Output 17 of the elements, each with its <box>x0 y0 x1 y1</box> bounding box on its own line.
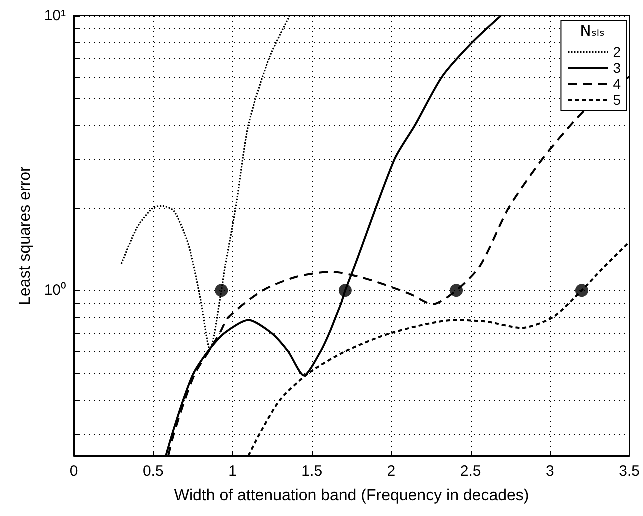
legend-label: 4 <box>613 76 622 92</box>
y-axis-title: Least squares error <box>16 166 34 306</box>
legend-title: Nₛₗₛ <box>580 22 606 40</box>
y-tick-label: 10¹ <box>44 8 66 24</box>
x-axis-title: Width of attenuation band (Frequency in decades) <box>174 488 530 504</box>
y-tick-label: 10⁰ <box>44 282 66 300</box>
x-tick-label: 3.5 <box>619 463 640 480</box>
x-tick-label: 0.5 <box>142 463 164 480</box>
legend-label: 5 <box>613 92 622 108</box>
x-tick-label: 2 <box>387 463 396 480</box>
x-tick-label: 1 <box>228 463 237 480</box>
legend-label: 2 <box>613 44 622 60</box>
legend-label: 3 <box>613 60 622 76</box>
x-tick-label: 1.5 <box>302 463 323 480</box>
x-tick-label: 0 <box>70 463 78 480</box>
x-tick-label: 2.5 <box>460 463 482 480</box>
x-tick-label: 3 <box>546 463 554 480</box>
